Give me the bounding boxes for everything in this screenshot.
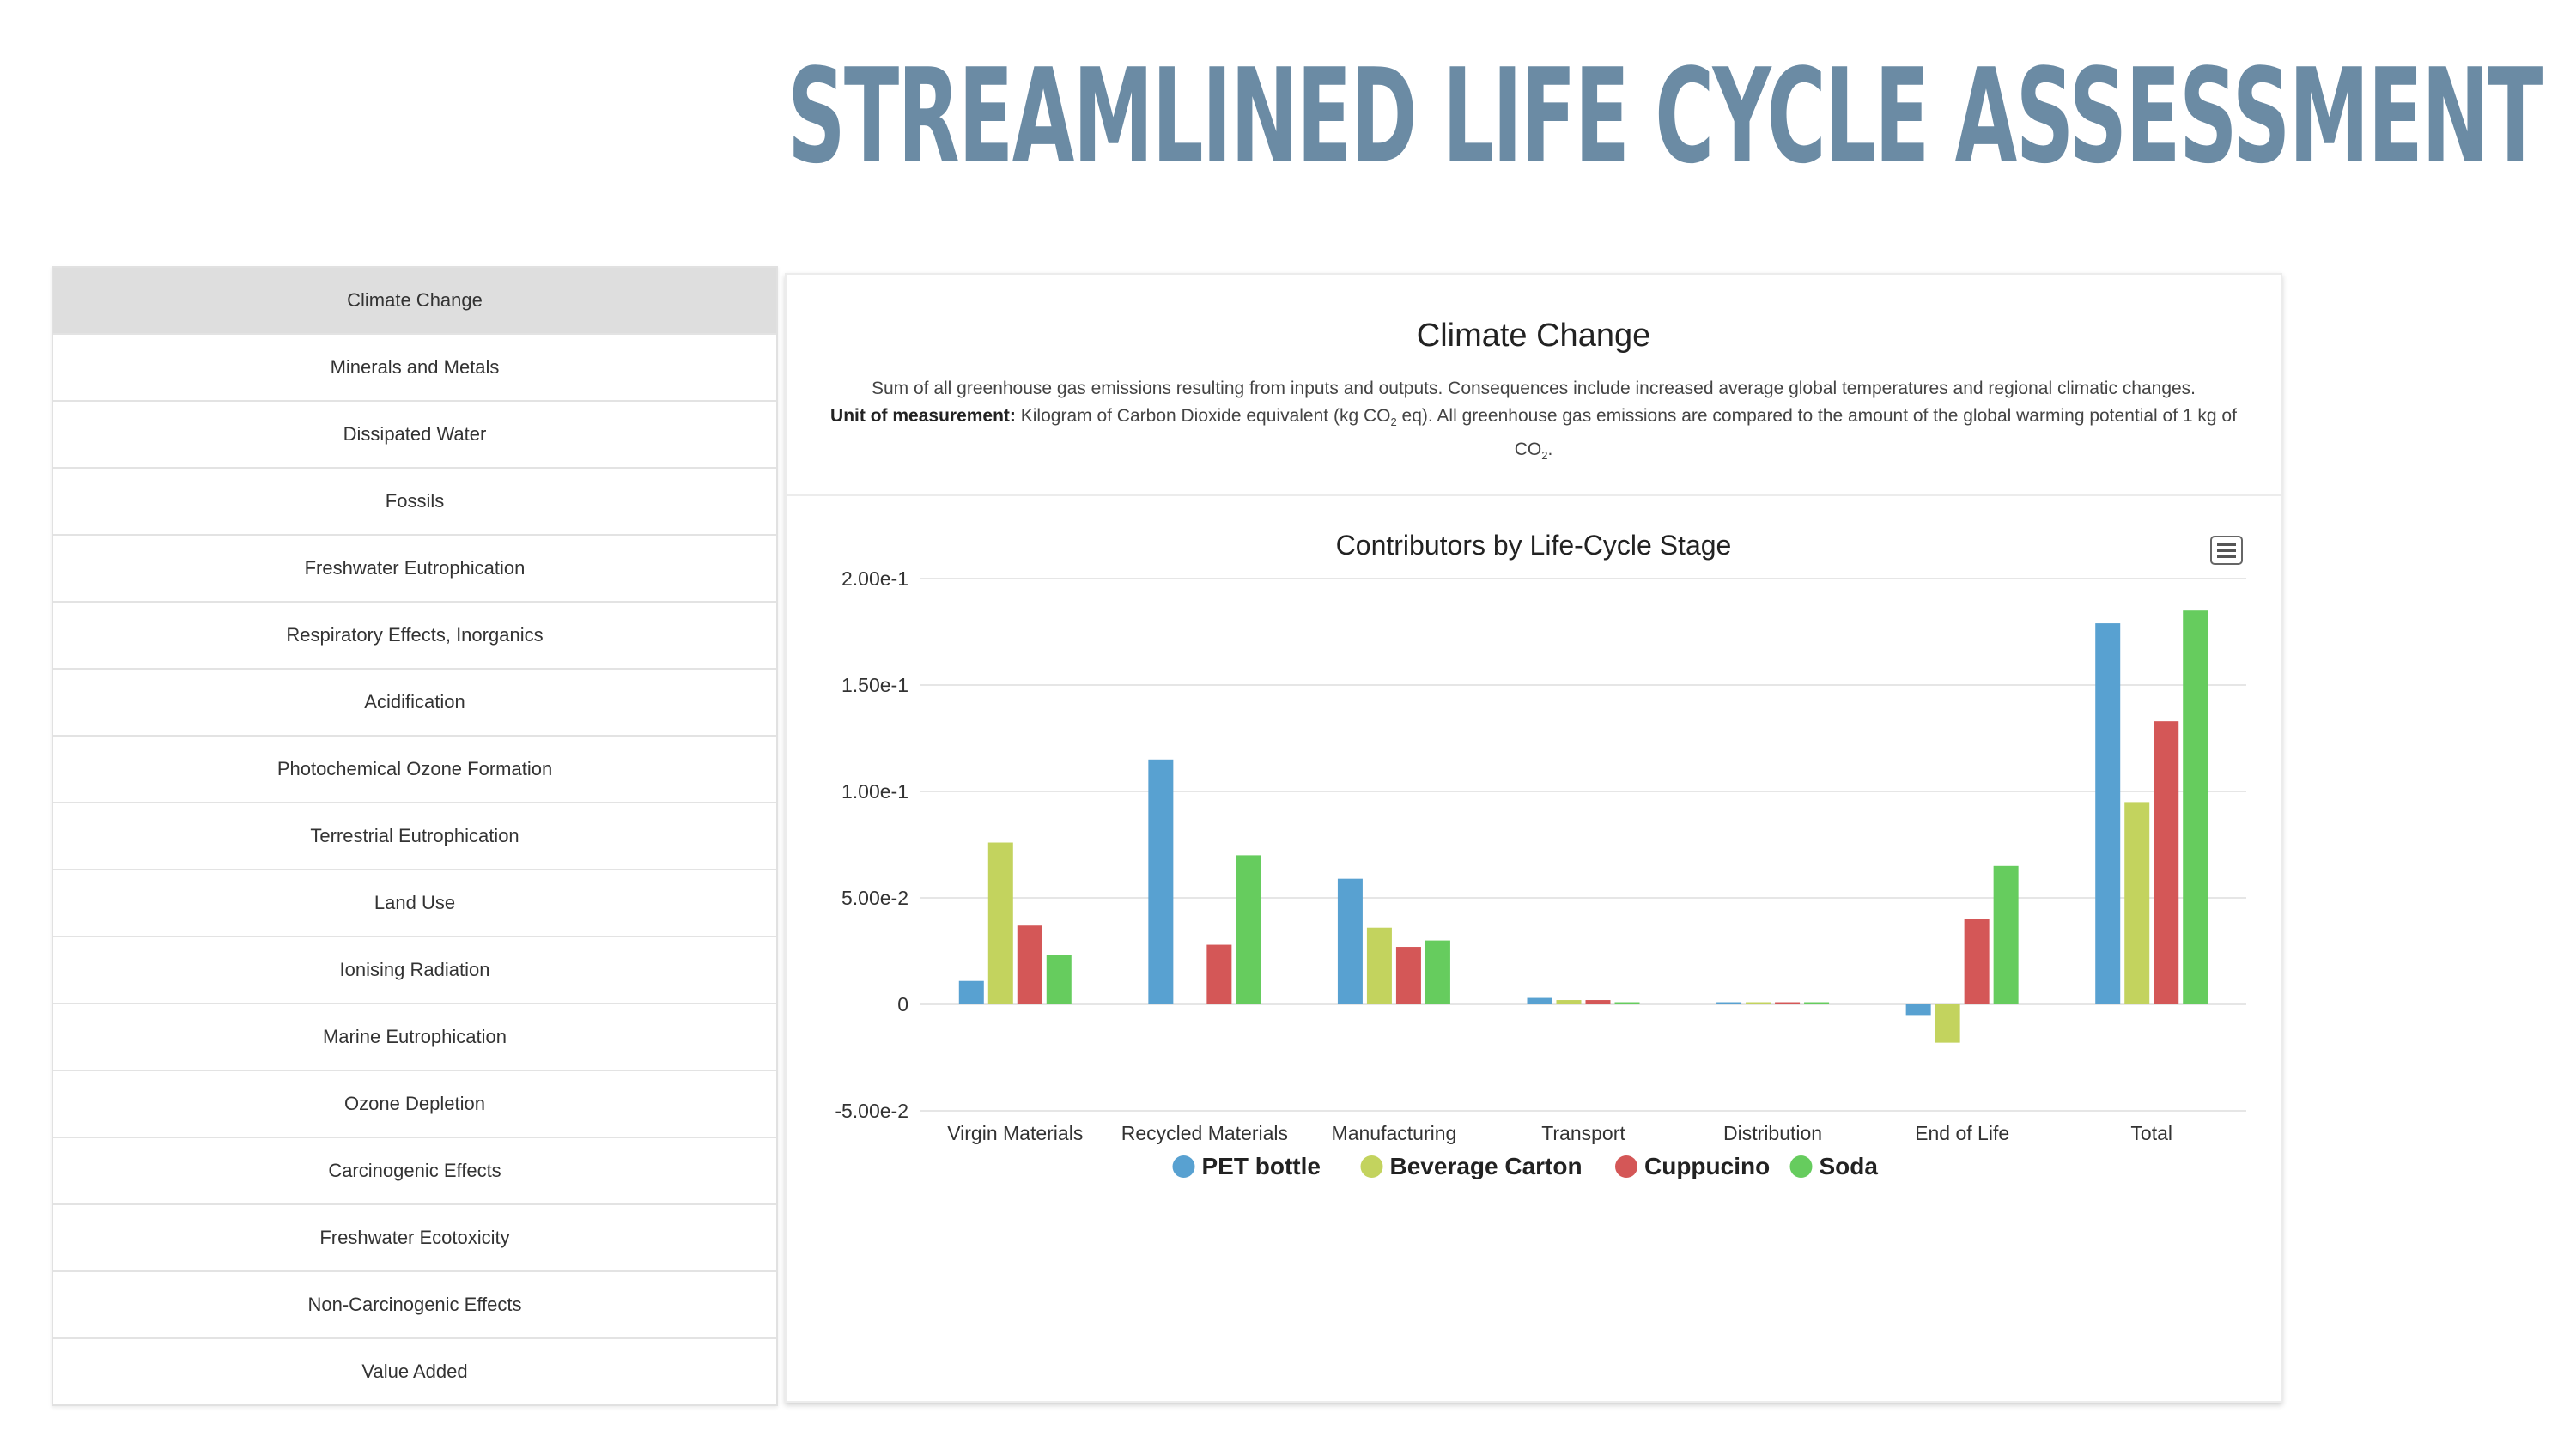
x-tick-label: Distribution [1723, 1122, 1822, 1144]
sidebar-item-carcinogenic-effects[interactable]: Carcinogenic Effects [53, 1138, 776, 1205]
bar-soda-manufacturing [1425, 940, 1450, 1004]
legend-marker [1789, 1155, 1813, 1178]
bar-soda-transport [1614, 1002, 1640, 1004]
sidebar-item-photochemical-ozone-formation[interactable]: Photochemical Ozone Formation [53, 737, 776, 803]
chart-container: Contributors by Life-Cycle Stage -5.00e-2… [787, 498, 2281, 1399]
unit-text-2: eq). All greenhouse gas emissions are co… [1396, 406, 2237, 460]
sidebar-item-land-use[interactable]: Land Use [53, 870, 776, 937]
sidebar-item-marine-eutrophication[interactable]: Marine Eutrophication [53, 1004, 776, 1071]
bar-soda-distribution [1804, 1002, 1830, 1004]
sidebar-item-dissipated-water[interactable]: Dissipated Water [53, 402, 776, 469]
unit-subscript-2: 2 [1541, 449, 1548, 463]
bar-beverage-carton-distribution [1746, 1002, 1771, 1004]
x-tick-label: Virgin Materials [947, 1122, 1083, 1144]
bar-pet-bottle-distribution [1716, 1002, 1742, 1004]
bar-pet-bottle-total [2095, 623, 2121, 1004]
x-tick-label: Total [2130, 1122, 2172, 1144]
hamburger-menu-icon[interactable] [2210, 536, 2243, 565]
legend-marker [1360, 1155, 1383, 1178]
bar-beverage-carton-manufacturing [1366, 927, 1392, 1004]
bar-cuppucino-recycled-materials [1206, 944, 1232, 1004]
unit-text-3: . [1547, 440, 1553, 460]
sidebar-item-ozone-depletion[interactable]: Ozone Depletion [53, 1071, 776, 1138]
bar-pet-bottle-end-of-life [1905, 1004, 1931, 1016]
category-info: Climate Change Sum of all greenhouse gas… [787, 275, 2281, 496]
y-tick-label: 1.00e-1 [841, 780, 908, 803]
x-tick-label: Transport [1541, 1122, 1625, 1144]
y-tick-label: 2.00e-1 [841, 567, 908, 590]
sidebar-item-freshwater-eutrophication[interactable]: Freshwater Eutrophication [53, 536, 776, 603]
sidebar-item-terrestrial-eutrophication[interactable]: Terrestrial Eutrophication [53, 803, 776, 870]
bar-cuppucino-transport [1585, 1000, 1611, 1004]
bar-cuppucino-virgin-materials [1017, 925, 1042, 1004]
bar-beverage-carton-end-of-life [1935, 1004, 1960, 1043]
bar-chart: Contributors by Life-Cycle Stage -5.00e-2… [835, 530, 2246, 1179]
bar-cuppucino-manufacturing [1395, 947, 1421, 1004]
x-tick-label: End of Life [1915, 1122, 2009, 1144]
sidebar-item-fossils[interactable]: Fossils [53, 469, 776, 536]
sidebar-item-acidification[interactable]: Acidification [53, 670, 776, 737]
y-tick-label: 1.50e-1 [841, 674, 908, 696]
x-tick-label: Manufacturing [1332, 1122, 1457, 1144]
sidebar-item-minerals-and-metals[interactable]: Minerals and Metals [53, 335, 776, 402]
bar-soda-total [2183, 610, 2208, 1004]
chart-title: Contributors by Life-Cycle Stage [1336, 530, 1732, 561]
sidebar-item-ionising-radiation[interactable]: Ionising Radiation [53, 937, 776, 1004]
category-title: Climate Change [1416, 318, 1651, 354]
bar-pet-bottle-recycled-materials [1148, 759, 1174, 1004]
legend-item: Soda [1820, 1153, 1879, 1179]
bar-cuppucino-end-of-life [1964, 919, 1990, 1004]
legend-marker [1615, 1155, 1637, 1178]
legend-item: PET bottle [1202, 1153, 1321, 1179]
unit-subscript-1: 2 [1390, 415, 1397, 429]
unit-label: Unit of measurement: [830, 406, 1016, 426]
bar-pet-bottle-manufacturing [1337, 878, 1363, 1004]
bar-soda-recycled-materials [1236, 855, 1261, 1004]
description-text: Sum of all greenhouse gas emissions resu… [871, 379, 2196, 398]
legend-item: Cuppucino [1644, 1153, 1770, 1179]
bar-beverage-carton-virgin-materials [987, 842, 1013, 1004]
y-tick-label: 5.00e-2 [841, 887, 908, 909]
main-panel: Climate Change Sum of all greenhouse gas… [785, 273, 2282, 1403]
impact-category-sidebar: Climate Change Minerals and Metals Dissipa… [52, 266, 778, 1406]
y-tick-label: 0 [897, 993, 908, 1016]
legend-marker [1172, 1155, 1195, 1178]
category-description: Sum of all greenhouse gas emissions resu… [812, 375, 2255, 470]
sidebar-item-non-carcinogenic-effects[interactable]: Non-Carcinogenic Effects [53, 1272, 776, 1339]
sidebar-item-freshwater-ecotoxicity[interactable]: Freshwater Ecotoxicity [53, 1205, 776, 1272]
sidebar-item-respiratory-effects-inorganics[interactable]: Respiratory Effects, Inorganics [53, 603, 776, 670]
bar-beverage-carton-transport [1556, 1000, 1582, 1004]
sidebar-item-climate-change[interactable]: Climate Change [53, 268, 776, 335]
bar-pet-bottle-virgin-materials [958, 980, 984, 1004]
page-title: STREAMLINED LIFE CYCLE ASSESSMENT [787, 40, 2543, 192]
y-tick-label: -5.00e-2 [835, 1100, 908, 1122]
bar-cuppucino-total [2154, 721, 2179, 1004]
bar-pet-bottle-transport [1527, 997, 1552, 1004]
bar-soda-end-of-life [1993, 865, 2019, 1004]
bar-soda-virgin-materials [1046, 955, 1072, 1004]
unit-text-1: Kilogram of Carbon Dioxide equivalent (k… [1015, 406, 1391, 426]
legend-item: Beverage Carton [1390, 1153, 1583, 1179]
sidebar-item-value-added[interactable]: Value Added [53, 1339, 776, 1404]
x-tick-label: Recycled Materials [1121, 1122, 1288, 1144]
bar-cuppucino-distribution [1775, 1002, 1801, 1004]
bar-beverage-carton-total [2124, 802, 2150, 1004]
